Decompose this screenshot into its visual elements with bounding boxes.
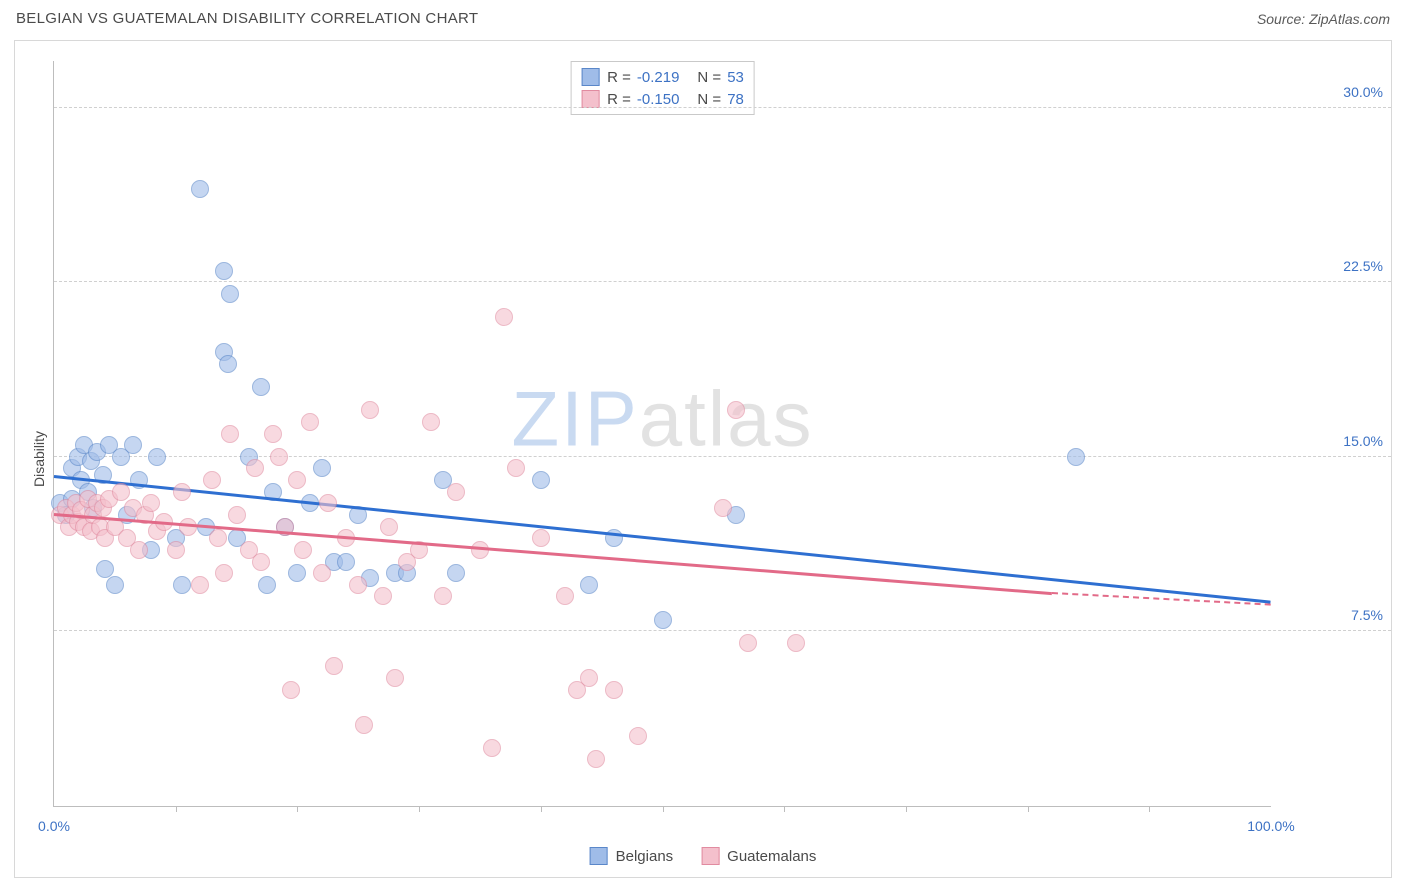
scatter-point — [124, 436, 142, 454]
y-tick-label: 15.0% — [1283, 433, 1383, 449]
x-tick — [1028, 806, 1029, 812]
scatter-point — [337, 553, 355, 571]
scatter-point — [483, 739, 501, 757]
scatter-point — [288, 564, 306, 582]
scatter-point — [258, 576, 276, 594]
scatter-point — [580, 576, 598, 594]
scatter-point — [191, 576, 209, 594]
scatter-point — [112, 483, 130, 501]
scatter-point — [215, 564, 233, 582]
scatter-point — [349, 576, 367, 594]
scatter-point — [386, 669, 404, 687]
gridline — [54, 630, 1391, 631]
watermark: ZIPatlas — [511, 373, 813, 464]
scatter-point — [270, 448, 288, 466]
x-tick-label: 0.0% — [38, 818, 70, 834]
scatter-point — [313, 564, 331, 582]
legend-item-belgians: Belgians — [590, 847, 674, 865]
swatch-icon — [590, 847, 608, 865]
scatter-point — [629, 727, 647, 745]
scatter-point — [422, 413, 440, 431]
scatter-point — [203, 471, 221, 489]
scatter-point — [714, 499, 732, 517]
chart-source: Source: ZipAtlas.com — [1257, 11, 1390, 27]
scatter-point — [361, 401, 379, 419]
x-tick-label: 100.0% — [1247, 818, 1294, 834]
scatter-point — [301, 413, 319, 431]
scatter-point — [605, 681, 623, 699]
scatter-point — [221, 425, 239, 443]
scatter-point — [209, 529, 227, 547]
scatter-point — [507, 459, 525, 477]
chart-container: Disability ZIPatlas R = -0.219 N = 53 R … — [14, 40, 1392, 878]
scatter-point — [787, 634, 805, 652]
scatter-point — [532, 529, 550, 547]
swatch-icon — [701, 847, 719, 865]
series-legend: Belgians Guatemalans — [590, 847, 817, 865]
scatter-point — [355, 716, 373, 734]
plot-area: ZIPatlas R = -0.219 N = 53 R = -0.150 N … — [53, 61, 1271, 807]
scatter-point — [130, 541, 148, 559]
scatter-point — [654, 611, 672, 629]
gridline — [54, 281, 1391, 282]
scatter-point — [374, 587, 392, 605]
swatch-icon — [581, 90, 599, 108]
y-tick-label: 22.5% — [1283, 258, 1383, 274]
scatter-point — [142, 494, 160, 512]
scatter-point — [580, 669, 598, 687]
scatter-point — [106, 576, 124, 594]
scatter-point — [252, 553, 270, 571]
scatter-point — [228, 506, 246, 524]
x-tick — [663, 806, 664, 812]
x-tick — [176, 806, 177, 812]
scatter-point — [313, 459, 331, 477]
scatter-point — [173, 483, 191, 501]
scatter-point — [447, 564, 465, 582]
scatter-point — [252, 378, 270, 396]
legend-row-belgians: R = -0.219 N = 53 — [581, 66, 744, 88]
x-tick — [1149, 806, 1150, 812]
scatter-point — [191, 180, 209, 198]
scatter-point — [221, 285, 239, 303]
scatter-point — [1067, 448, 1085, 466]
y-tick-label: 7.5% — [1283, 607, 1383, 623]
scatter-point — [294, 541, 312, 559]
x-tick — [906, 806, 907, 812]
scatter-point — [727, 401, 745, 419]
gridline — [54, 107, 1391, 108]
scatter-point — [173, 576, 191, 594]
scatter-point — [556, 587, 574, 605]
scatter-point — [264, 425, 282, 443]
scatter-point — [246, 459, 264, 477]
x-tick — [784, 806, 785, 812]
scatter-point — [739, 634, 757, 652]
scatter-point — [219, 355, 237, 373]
legend-label: Belgians — [616, 848, 674, 865]
scatter-point — [380, 518, 398, 536]
y-tick-label: 30.0% — [1283, 84, 1383, 100]
scatter-point — [471, 541, 489, 559]
scatter-point — [587, 750, 605, 768]
y-axis-label: Disability — [31, 431, 47, 487]
scatter-point — [148, 448, 166, 466]
scatter-point — [282, 681, 300, 699]
scatter-point — [434, 587, 452, 605]
scatter-point — [215, 262, 233, 280]
legend-item-guatemalans: Guatemalans — [701, 847, 816, 865]
swatch-icon — [581, 68, 599, 86]
chart-title: BELGIAN VS GUATEMALAN DISABILITY CORRELA… — [16, 10, 478, 27]
x-tick — [541, 806, 542, 812]
scatter-point — [288, 471, 306, 489]
scatter-point — [495, 308, 513, 326]
scatter-point — [167, 541, 185, 559]
scatter-point — [532, 471, 550, 489]
scatter-point — [96, 560, 114, 578]
scatter-point — [325, 657, 343, 675]
scatter-point — [319, 494, 337, 512]
scatter-point — [447, 483, 465, 501]
x-tick — [297, 806, 298, 812]
x-tick — [419, 806, 420, 812]
legend-label: Guatemalans — [727, 848, 816, 865]
